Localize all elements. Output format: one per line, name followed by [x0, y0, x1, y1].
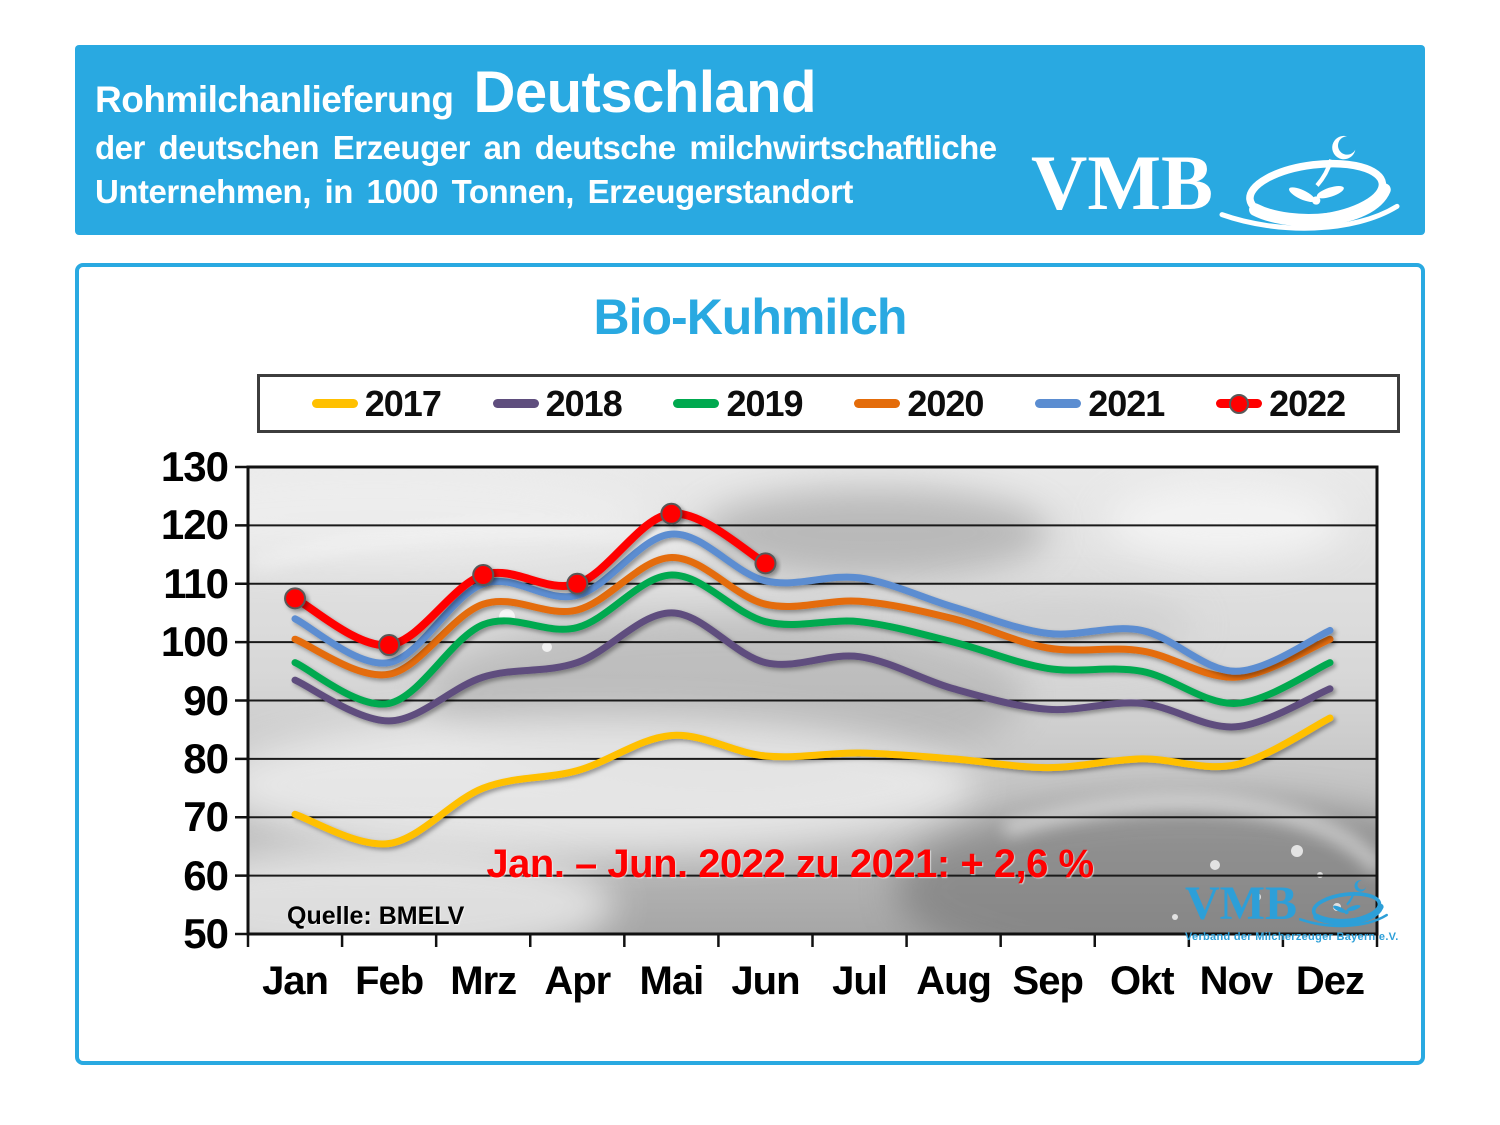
y-axis-label: 120 [160, 501, 229, 549]
header-subtitle-line1: der deutschen Erzeuger an deutsche milch… [95, 129, 997, 166]
series-lines [284, 502, 1334, 848]
header-subtitle-line2: Unternehmen, in 1000 Tonnen, Erzeugersta… [95, 173, 853, 210]
series-line-2018 [291, 609, 1334, 731]
y-axis-label: 70 [183, 793, 229, 841]
x-axis-label: Jul [832, 959, 888, 1003]
x-axis-label: Okt [1109, 959, 1175, 1003]
x-axis-label: Mai [639, 959, 705, 1003]
legend-label: 2018 [545, 382, 623, 424]
x-axis-label: Dez [1295, 959, 1365, 1003]
x-axis-label: Nov [1199, 959, 1274, 1003]
x-axis-label: Feb [355, 959, 424, 1003]
legend-item-2018: 2018 [492, 382, 623, 425]
plot-area [235, 465, 1379, 947]
legend-marker-dot [1229, 393, 1250, 414]
x-axis-label: Jan [262, 959, 329, 1003]
series-line-2021 [291, 530, 1334, 675]
data-point-marker [566, 572, 589, 595]
x-axis-label: Apr [544, 959, 611, 1003]
header-banner: Rohmilchanlieferung Deutschland der deut… [75, 45, 1425, 235]
legend-swatch [673, 399, 720, 408]
source-note: Quelle: BMELV [287, 902, 464, 931]
data-point-marker [660, 502, 683, 525]
legend-label: 2021 [1088, 382, 1165, 424]
data-point-marker [754, 552, 777, 575]
header-title: Rohmilchanlieferung Deutschland [95, 59, 1405, 126]
legend-label: 2022 [1269, 382, 1346, 424]
x-axis-label: Mrz [450, 959, 517, 1003]
legend: 2017 2018 2019 2020 2021 2022 [257, 374, 1400, 433]
vmb-logo-text: VMB [1185, 876, 1297, 930]
header-title-prefix: Rohmilchanlieferung [95, 79, 454, 120]
vmb-logo-header: VMB [1031, 133, 1407, 233]
vmb-swirl-icon [1298, 880, 1388, 928]
vmb-logo-subtext: Verband der Milcherzeuger Bayern e.V. [1185, 931, 1399, 943]
legend-swatch [311, 399, 358, 408]
y-axis-label: 130 [160, 443, 229, 490]
legend-item-2021: 2021 [1035, 382, 1165, 425]
vmb-logo-text: VMB [1031, 139, 1213, 226]
y-axis-label: 60 [183, 851, 229, 899]
legend-swatch [492, 399, 539, 408]
legend-label: 2019 [726, 382, 803, 424]
data-point-marker [378, 634, 401, 657]
legend-swatch [1216, 393, 1263, 414]
annotation: Jan. – Jun. 2022 zu 2021: + 2,6 % [486, 842, 1094, 886]
axes [235, 465, 1379, 947]
legend-item-2022: 2022 [1216, 382, 1346, 425]
y-axis-label: 90 [183, 676, 229, 724]
y-axis-label: 100 [160, 618, 229, 666]
series-line-2020 [291, 553, 1334, 681]
x-axis-label: Aug [916, 959, 992, 1003]
y-axis-label: 80 [183, 734, 229, 782]
source-label: Quelle: [287, 902, 372, 930]
legend-item-2019: 2019 [673, 382, 804, 425]
x-axis-label: Sep [1012, 959, 1084, 1003]
legend-item-2020: 2020 [854, 382, 984, 425]
legend-swatch [854, 399, 901, 408]
x-axis-label: Jun [731, 959, 800, 1003]
vmb-swirl-icon [1219, 135, 1400, 231]
chart-title: Bio-Kuhmilch [593, 289, 908, 345]
vmb-logo-chart: VMB Verband der Milcherzeuger Bayern e.V… [1185, 876, 1399, 943]
source-value: BMELV [378, 902, 465, 930]
header-title-main: Deutschland [473, 60, 817, 125]
data-point-marker [472, 563, 495, 586]
data-point-marker [284, 587, 307, 610]
legend-item-2017: 2017 [311, 382, 442, 425]
y-axis-label: 50 [183, 910, 229, 957]
series-line-2017 [291, 714, 1334, 848]
series-line-2019 [291, 571, 1334, 708]
legend-swatch [1035, 399, 1082, 408]
legend-label: 2017 [364, 382, 442, 424]
y-axis-label: 110 [163, 559, 229, 607]
legend-label: 2020 [907, 382, 984, 424]
